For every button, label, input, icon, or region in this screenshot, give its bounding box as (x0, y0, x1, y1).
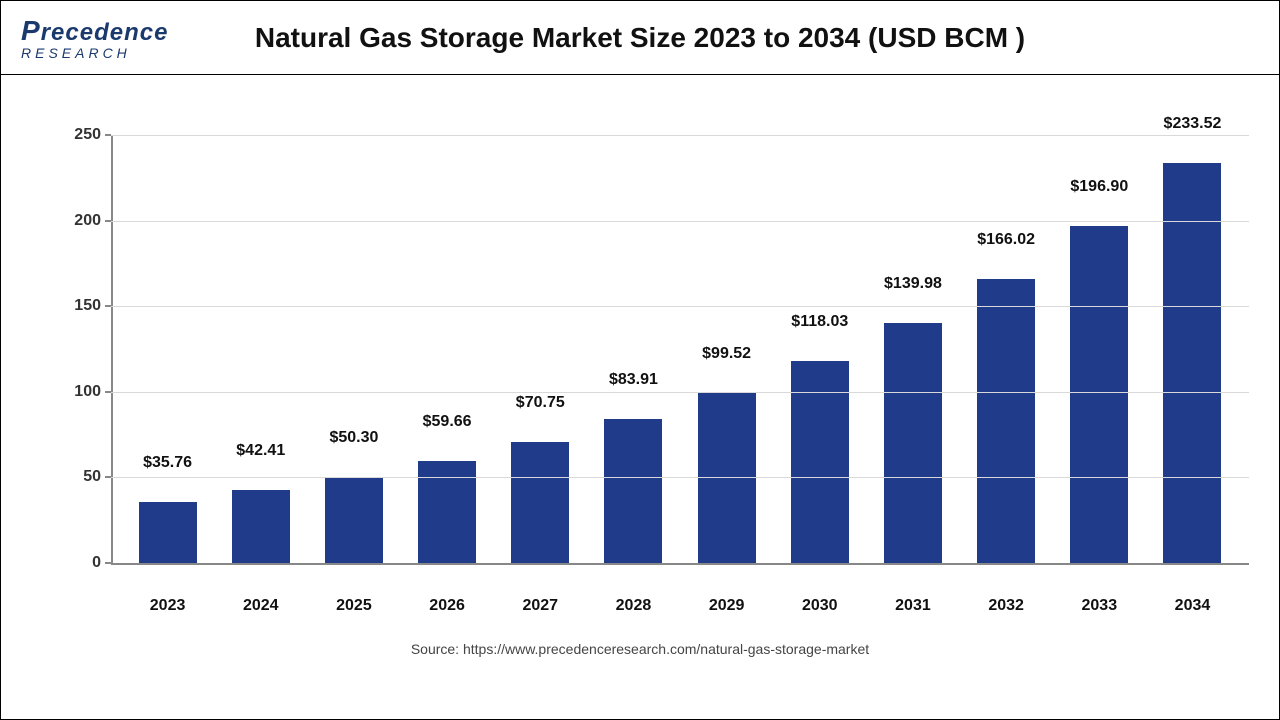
y-tick-mark (105, 476, 111, 478)
y-tick-label: 50 (61, 468, 101, 486)
bar (325, 477, 383, 563)
bar-column: $70.75 (494, 135, 587, 563)
x-axis-label: 2023 (121, 597, 214, 615)
bar (1163, 163, 1221, 563)
x-axis-label: 2024 (214, 597, 307, 615)
bar (884, 323, 942, 563)
y-tick-mark (105, 391, 111, 393)
x-axis-label: 2028 (587, 597, 680, 615)
bar-value-label: $35.76 (143, 454, 192, 478)
bar-value-label: $99.52 (702, 345, 751, 369)
chart-title: Natural Gas Storage Market Size 2023 to … (1, 22, 1279, 54)
bar-value-label: $139.98 (884, 275, 942, 299)
bar (232, 490, 290, 563)
chart-container: $35.76 $42.41 $50.30 $59.66 $70.75 $83.91 $99.… (1, 75, 1279, 675)
bar-column: $59.66 (401, 135, 494, 563)
y-tick-label: 150 (61, 297, 101, 315)
bars-group: $35.76 $42.41 $50.30 $59.66 $70.75 $83.91 $99.… (111, 135, 1249, 563)
bar-column: $166.02 (960, 135, 1053, 563)
bar-column: $50.30 (307, 135, 400, 563)
x-axis-label: 2027 (494, 597, 587, 615)
y-tick-label: 200 (61, 212, 101, 230)
gridline (111, 392, 1249, 393)
bar (511, 442, 569, 563)
source-citation: Source: https://www.precedenceresearch.c… (1, 641, 1279, 657)
bar-column: $118.03 (773, 135, 866, 563)
bar-column: $83.91 (587, 135, 680, 563)
y-tick-mark (105, 134, 111, 136)
bar-column: $139.98 (866, 135, 959, 563)
x-axis-label: 2034 (1146, 597, 1239, 615)
x-axis-labels: 2023202420252026202720282029203020312032… (111, 597, 1249, 615)
y-tick-mark (105, 562, 111, 564)
x-axis-label: 2033 (1053, 597, 1146, 615)
bar-column: $35.76 (121, 135, 214, 563)
x-axis-label: 2031 (866, 597, 959, 615)
x-axis-label: 2025 (307, 597, 400, 615)
bar-value-label: $166.02 (977, 231, 1035, 255)
bar (139, 502, 197, 563)
brand-logo: Precedence RESEARCH (21, 15, 191, 61)
y-tick-label: 100 (61, 383, 101, 401)
x-axis-label: 2026 (401, 597, 494, 615)
gridline (111, 221, 1249, 222)
bar (977, 279, 1035, 563)
y-tick-mark (105, 305, 111, 307)
bar-column: $196.90 (1053, 135, 1146, 563)
x-axis-label: 2030 (773, 597, 866, 615)
bar-value-label: $50.30 (329, 429, 378, 453)
y-tick-label: 250 (61, 126, 101, 144)
plot-area: $35.76 $42.41 $50.30 $59.66 $70.75 $83.91 $99.… (111, 135, 1249, 565)
bar-column: $99.52 (680, 135, 773, 563)
x-axis-label: 2029 (680, 597, 773, 615)
bar-value-label: $59.66 (423, 413, 472, 437)
bar-column: $42.41 (214, 135, 307, 563)
gridline (111, 135, 1249, 136)
bar-value-label: $42.41 (236, 442, 285, 466)
bar (1070, 226, 1128, 563)
gridline (111, 477, 1249, 478)
bar-value-label: $118.03 (791, 313, 848, 337)
y-tick-label: 0 (61, 554, 101, 572)
gridline (111, 306, 1249, 307)
chart-header: Precedence RESEARCH Natural Gas Storage … (1, 1, 1279, 75)
logo-line2: RESEARCH (21, 45, 191, 61)
logo-line1: Precedence (21, 15, 191, 47)
bar-value-label: $70.75 (516, 394, 565, 418)
y-tick-mark (105, 220, 111, 222)
bar-value-label: $196.90 (1070, 178, 1128, 202)
bar (604, 419, 662, 563)
bar (418, 461, 476, 563)
x-axis-label: 2032 (960, 597, 1053, 615)
bar-column: $233.52 (1146, 135, 1239, 563)
